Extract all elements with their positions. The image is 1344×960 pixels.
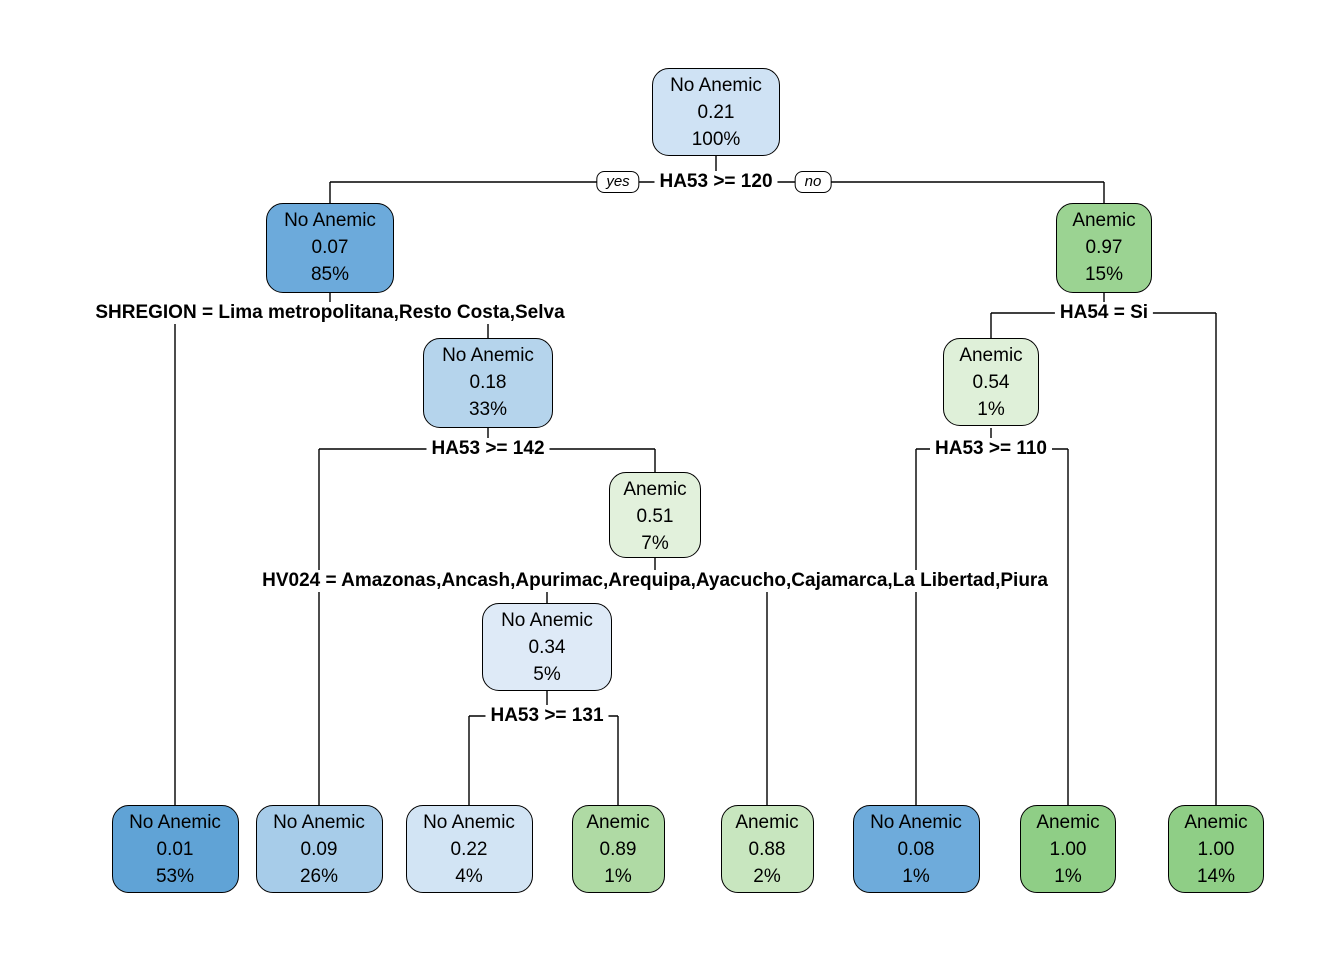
- split-hv024-label: HV024 = Amazonas,Ancash,Apurimac,Arequip…: [257, 570, 1053, 592]
- node-coverage: 14%: [1196, 866, 1236, 887]
- tree-node-node-ha54-yes: Anemic 0.54 1%: [943, 338, 1039, 426]
- node-class-label: No Anemic: [273, 812, 365, 833]
- tree-node-node-ha53-142-no: Anemic 0.51 7%: [609, 472, 701, 558]
- node-probability: 1.00: [1049, 839, 1087, 860]
- tree-node-node-hv024-yes: No Anemic 0.34 5%: [482, 603, 612, 691]
- node-class-label: No Anemic: [670, 75, 762, 96]
- node-probability: 0.22: [450, 839, 488, 860]
- node-class-label: Anemic: [1036, 812, 1100, 833]
- node-coverage: 85%: [310, 264, 350, 285]
- node-coverage: 7%: [641, 533, 669, 554]
- split-shregion-label: SHREGION = Lima metropolitana,Resto Cost…: [90, 302, 570, 324]
- node-coverage: 2%: [753, 866, 781, 887]
- node-probability: 0.34: [528, 637, 566, 658]
- split-ha54-si-label: HA54 = Si: [1054, 302, 1154, 324]
- node-probability: 0.08: [897, 839, 935, 860]
- node-class-label: Anemic: [1184, 812, 1248, 833]
- node-probability: 1.00: [1197, 839, 1235, 860]
- node-class-label: No Anemic: [501, 610, 593, 631]
- node-coverage: 26%: [299, 866, 339, 887]
- node-coverage: 15%: [1084, 264, 1124, 285]
- tree-node-root: No Anemic 0.21 100%: [652, 68, 780, 156]
- tree-node-node-shregion-no: No Anemic 0.18 33%: [423, 338, 553, 428]
- tree-node-leaf-3: No Anemic 0.22 4%: [405, 805, 533, 893]
- split-ha53-110-label: HA53 >= 110: [930, 438, 1052, 460]
- tree-node-node-ha53-120-yes: No Anemic 0.07 85%: [266, 203, 394, 293]
- node-probability: 0.88: [748, 839, 786, 860]
- node-probability: 0.21: [697, 102, 735, 123]
- split-ha53-142-label: HA53 >= 142: [426, 438, 550, 460]
- tree-node-leaf-5: Anemic 0.88 2%: [720, 805, 814, 893]
- node-class-label: Anemic: [623, 479, 687, 500]
- node-class-label: Anemic: [735, 812, 799, 833]
- tree-node-leaf-1: No Anemic 0.01 53%: [111, 805, 239, 893]
- node-probability: 0.07: [311, 237, 349, 258]
- tree-node-leaf-2: No Anemic 0.09 26%: [255, 805, 383, 893]
- tree-node-leaf-7: Anemic 1.00 1%: [1020, 805, 1116, 893]
- node-class-label: No Anemic: [442, 345, 534, 366]
- node-coverage: 100%: [691, 129, 741, 150]
- tree-node-leaf-6: No Anemic 0.08 1%: [852, 805, 980, 893]
- node-coverage: 1%: [604, 866, 632, 887]
- node-coverage: 1%: [902, 866, 930, 887]
- node-class-label: Anemic: [959, 345, 1023, 366]
- node-coverage: 1%: [1054, 866, 1082, 887]
- yes-branch-tag: yes: [596, 171, 640, 193]
- split-ha53-120-label: HA53 >= 120: [654, 171, 778, 193]
- node-probability: 0.89: [599, 839, 637, 860]
- node-probability: 0.54: [972, 372, 1010, 393]
- node-class-label: Anemic: [1072, 210, 1136, 231]
- node-coverage: 33%: [468, 399, 508, 420]
- node-probability: 0.97: [1085, 237, 1123, 258]
- tree-node-leaf-4: Anemic 0.89 1%: [571, 805, 665, 893]
- no-branch-tag: no: [794, 171, 832, 193]
- node-coverage: 53%: [155, 866, 195, 887]
- node-coverage: 5%: [533, 664, 561, 685]
- node-probability: 0.18: [469, 372, 507, 393]
- node-probability: 0.01: [156, 839, 194, 860]
- node-class-label: No Anemic: [284, 210, 376, 231]
- node-coverage: 4%: [455, 866, 483, 887]
- node-class-label: No Anemic: [870, 812, 962, 833]
- node-class-label: No Anemic: [423, 812, 515, 833]
- node-probability: 0.09: [300, 839, 338, 860]
- tree-node-node-ha53-120-no: Anemic 0.97 15%: [1056, 203, 1152, 293]
- node-class-label: Anemic: [586, 812, 650, 833]
- node-probability: 0.51: [636, 506, 674, 527]
- node-class-label: No Anemic: [129, 812, 221, 833]
- node-coverage: 1%: [977, 399, 1005, 420]
- tree-node-leaf-8: Anemic 1.00 14%: [1168, 805, 1264, 893]
- split-ha53-131-label: HA53 >= 131: [485, 705, 609, 727]
